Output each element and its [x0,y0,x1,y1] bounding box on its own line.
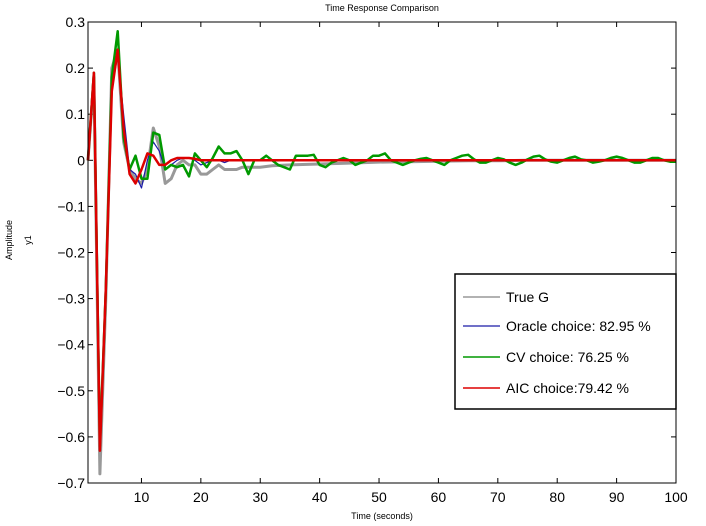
y-tick-label: −0.2 [57,245,85,261]
x-tick-label: 10 [134,489,150,505]
x-tick-label: 80 [549,489,565,505]
x-tick-label: 30 [252,489,268,505]
data-series [86,29,676,476]
legend-label-3: AIC choice:79.42 % [506,380,629,396]
y-tick-label: 0.3 [66,14,86,30]
x-tick-label: 100 [664,489,688,505]
y-tick-label: −0.6 [57,429,85,445]
chart-title: Time Response Comparison [325,3,439,13]
y-tick-label: −0.7 [57,475,85,491]
y-tick-label: −0.5 [57,383,85,399]
x-tick-label: 70 [490,489,506,505]
y-tick-label: −0.4 [57,337,85,353]
y-axis-label: Amplitude [4,220,14,260]
y-tick-label: 0.2 [66,60,86,76]
axis-ticks: 10 20 30 40 50 60 70 80 90 100 −0.7 −0.6 −0.5 −0.4 −0.… [57,14,688,505]
y-channel-label: y1 [23,235,33,245]
chart-legend: True G Oracle choice: 82.95 % CV choice: 7… [454,273,677,410]
x-axis-label: Time (seconds) [351,511,413,521]
x-tick-label: 50 [371,489,387,505]
plot-frame [87,21,677,484]
legend-label-0: True G [506,289,549,305]
series-line-2 [86,29,676,448]
series-line-3 [86,48,676,452]
y-tick-label: −0.3 [57,291,85,307]
y-tick-label: −0.1 [57,198,85,214]
y-tick-label: 0 [77,152,85,168]
series-line-0 [86,48,676,476]
x-tick-label: 20 [193,489,209,505]
x-tick-label: 60 [431,489,447,505]
y-tick-label: 0.1 [66,106,86,122]
x-tick-label: 90 [609,489,625,505]
legend-label-2: CV choice: 76.25 % [506,349,629,365]
legend-label-1: Oracle choice: 82.95 % [506,318,651,334]
x-tick-label: 40 [312,489,328,505]
